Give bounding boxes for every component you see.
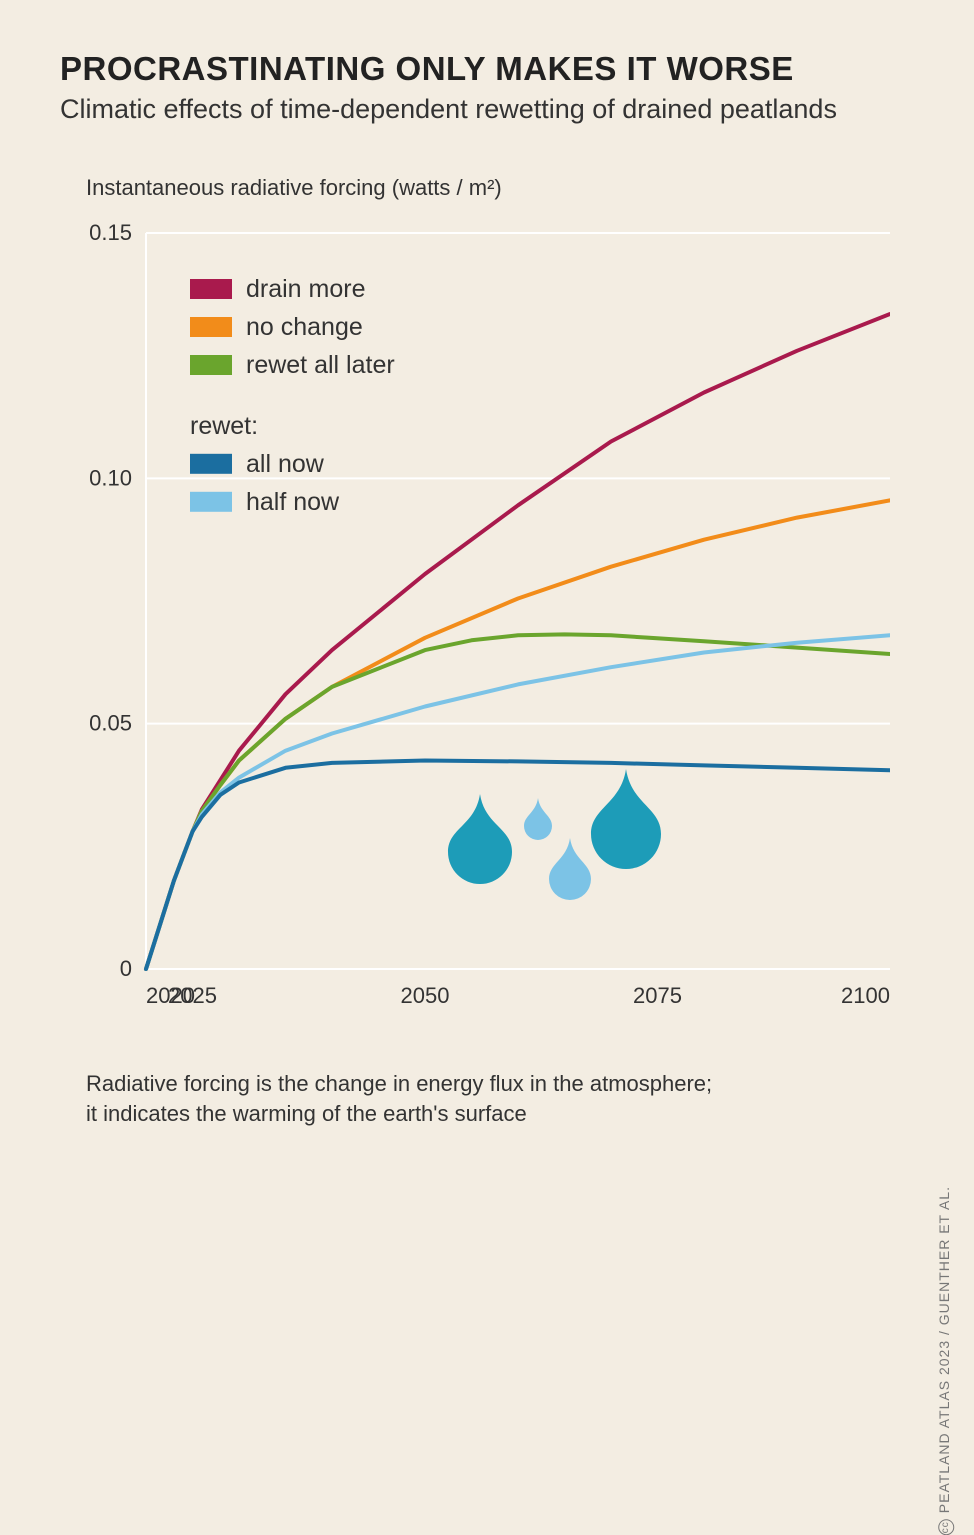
page: PROCRASTINATING ONLY MAKES IT WORSE Clim…: [0, 0, 974, 1222]
legend-label: drain more: [246, 275, 366, 303]
page-title: PROCRASTINATING ONLY MAKES IT WORSE: [60, 50, 914, 88]
legend-label: all now: [246, 450, 325, 478]
legend-swatch: [190, 492, 232, 512]
x-tick-label: 2100: [841, 983, 890, 1008]
water-drop-icon: [524, 798, 552, 840]
source-credit: cc PEATLAND ATLAS 2023 / GUENTHER ET AL.: [936, 1186, 954, 1535]
legend-swatch: [190, 454, 232, 474]
legend-label: no change: [246, 313, 363, 341]
page-subtitle: Climatic effects of time-dependent rewet…: [60, 94, 914, 125]
chart-container: 00.050.100.1520202025205020752100drain m…: [60, 209, 914, 1029]
chart-caption: Radiative forcing is the change in energ…: [86, 1069, 914, 1128]
series-rewet_all_now: [146, 761, 890, 970]
x-tick-label: 2050: [401, 983, 450, 1008]
x-tick-label: 2075: [633, 983, 682, 1008]
source-text: PEATLAND ATLAS 2023 / GUENTHER ET AL.: [936, 1186, 952, 1513]
legend-swatch: [190, 279, 232, 299]
y-tick-label: 0.15: [89, 220, 132, 245]
x-tick-label: 2025: [168, 983, 217, 1008]
y-tick-label: 0.10: [89, 465, 132, 490]
y-axis-title: Instantaneous radiative forcing (watts /…: [86, 175, 914, 201]
y-tick-label: 0: [120, 956, 132, 981]
legend-group-header: rewet:: [190, 412, 258, 440]
cc-icon: cc: [938, 1519, 954, 1535]
legend-swatch: [190, 317, 232, 337]
legend-label: half now: [246, 488, 340, 516]
line-chart: 00.050.100.1520202025205020752100drain m…: [60, 209, 890, 1029]
water-drop-icon: [591, 769, 661, 869]
legend-swatch: [190, 355, 232, 375]
water-drop-icon: [549, 838, 591, 900]
legend-label: rewet all later: [246, 351, 395, 379]
y-tick-label: 0.05: [89, 711, 132, 736]
caption-line-1: Radiative forcing is the change in energ…: [86, 1069, 914, 1099]
caption-line-2: it indicates the warming of the earth's …: [86, 1099, 914, 1129]
series-rewet_half_now: [146, 635, 890, 969]
series-no_change: [146, 500, 890, 969]
water-drop-icon: [448, 794, 512, 884]
